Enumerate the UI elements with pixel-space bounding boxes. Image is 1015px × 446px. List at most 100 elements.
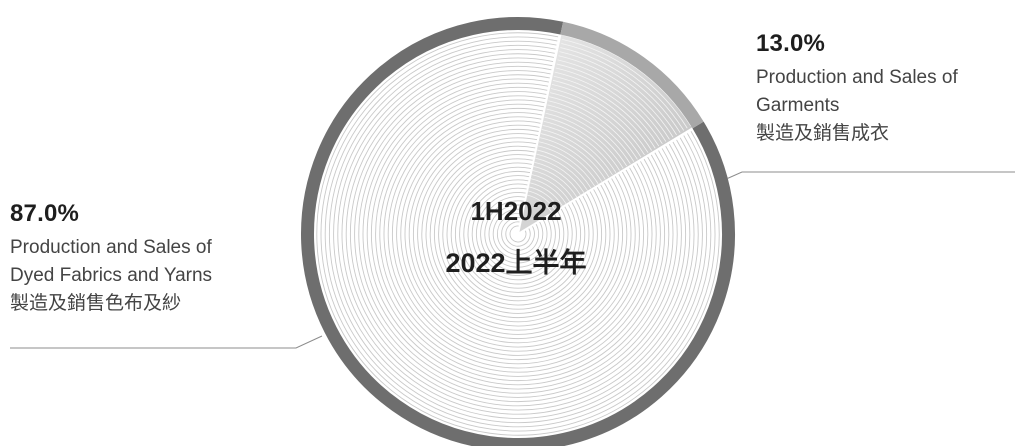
texture-ring: [400, 116, 636, 352]
texture-ring: [543, 120, 617, 173]
texture-ring: [434, 149, 603, 319]
texture-ring: [529, 182, 563, 207]
texture-ring: [548, 100, 635, 162]
texture-ring: [558, 55, 674, 138]
texture-ring: [532, 170, 574, 200]
texture-ring: [404, 120, 632, 348]
texture-ring: [547, 104, 631, 165]
texture-ring: [544, 116, 620, 171]
texture-ring: [463, 179, 573, 289]
texture-ring: [530, 178, 567, 205]
slice-name-line: Production and Sales of: [10, 237, 212, 258]
texture-ring: [556, 63, 667, 142]
slice-texture: [526, 34, 692, 214]
texture-ring: [417, 133, 619, 335]
texture-ring: [425, 141, 611, 327]
slice-description: Production and Sales of Dyed Fabrics and…: [10, 234, 212, 318]
texture-ring: [345, 61, 691, 407]
texture-ring: [505, 221, 531, 247]
slice-name-line: Production and Sales of: [756, 67, 958, 88]
texture-ring: [328, 44, 708, 424]
texture-ring: [562, 38, 688, 129]
texture-ring: [316, 32, 720, 436]
leader-line-garments: [723, 171, 1015, 181]
texture-ring: [549, 96, 638, 160]
texture-ring: [527, 190, 556, 211]
texture-ring: [550, 92, 642, 158]
slice-label-garments: 13.0% Production and Sales of Garments 製…: [756, 30, 958, 148]
texture-ring: [375, 91, 661, 377]
texture-ring: [559, 51, 677, 136]
texture-ring: [528, 186, 560, 209]
texture-ring: [438, 154, 598, 314]
texture-ring: [538, 141, 599, 185]
texture-ring: [337, 53, 699, 415]
slice-label-dyed-fabrics: 87.0% Production and Sales of Dyed Fabri…: [10, 200, 212, 318]
texture-ring: [554, 71, 660, 147]
texture-ring: [550, 88, 645, 156]
texture-ring: [531, 174, 571, 202]
texture-ring: [540, 133, 606, 180]
texture-ring: [533, 165, 578, 198]
slice-name-line: Garments: [756, 95, 840, 116]
slice-name-line: 製造及銷售成衣: [756, 123, 890, 144]
texture-ring: [412, 129, 623, 340]
texture-ring: [387, 103, 649, 365]
texture-ring: [501, 217, 535, 251]
texture-ring: [333, 49, 703, 419]
texture-ring: [324, 40, 712, 428]
texture-ring: [471, 187, 565, 281]
texture-ring: [341, 57, 695, 411]
texture-ring: [354, 70, 682, 398]
slice-texture: [316, 32, 720, 436]
texture-ring: [561, 43, 685, 131]
texture-ring: [536, 153, 588, 191]
texture-ring: [370, 86, 666, 382]
leader-line-dyed-fabrics: [10, 335, 323, 349]
center-title: 1H2022: [470, 196, 562, 226]
texture-ring: [552, 79, 652, 151]
texture-ring: [537, 149, 592, 189]
texture-ring: [442, 158, 594, 310]
texture-ring: [391, 107, 645, 360]
slice-name-line: 製造及銷售色布及紗: [10, 293, 182, 314]
texture-ring: [539, 137, 603, 182]
texture-ring: [484, 200, 552, 268]
slice-name-line: Dyed Fabrics and Yarns: [10, 265, 213, 286]
texture-ring: [429, 145, 607, 323]
texture-ring: [467, 183, 569, 285]
texture-ring: [450, 166, 586, 302]
texture-ring: [535, 157, 585, 193]
texture-ring: [366, 82, 670, 386]
texture-ring: [408, 124, 628, 344]
texture-ring: [480, 196, 556, 272]
texture-ring: [362, 78, 674, 390]
texture-ring: [446, 162, 590, 306]
texture-ring: [349, 65, 687, 403]
texture-ring: [320, 36, 716, 432]
texture-ring: [454, 170, 582, 298]
slice-description: Production and Sales of Garments 製造及銷售成衣: [756, 64, 958, 148]
texture-ring: [553, 75, 656, 149]
texture-ring: [537, 145, 596, 187]
texture-ring: [509, 225, 527, 243]
texture-ring: [459, 175, 577, 293]
texture-ring: [551, 84, 649, 153]
texture-ring: [545, 112, 624, 169]
texture-ring: [560, 47, 681, 133]
texture-ring: [526, 194, 553, 214]
texture-ring: [542, 124, 613, 176]
texture-ring: [421, 137, 615, 331]
texture-ring: [492, 208, 544, 260]
texture-ring: [557, 59, 670, 140]
texture-ring: [563, 34, 692, 127]
texture-ring: [496, 212, 540, 255]
slice-percentage: 87.0%: [10, 200, 80, 227]
texture-ring: [383, 99, 653, 369]
texture-ring: [541, 129, 610, 178]
texture-ring: [358, 74, 678, 394]
texture-ring: [488, 204, 548, 264]
center-subtitle: 2022上半年: [445, 248, 587, 278]
outer-ring-garments: [560, 21, 704, 129]
